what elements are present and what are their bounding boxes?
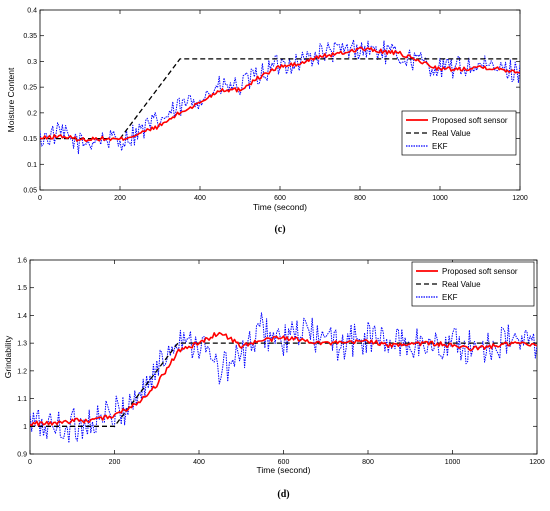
x-tick-label: 200 <box>109 459 121 466</box>
y-tick-label: 0.4 <box>27 8 37 15</box>
panel-label: (c) <box>274 224 285 235</box>
y-tick-label: 1.1 <box>17 396 27 403</box>
series-line-real-value <box>40 58 520 140</box>
y-axis-label: Grindability <box>3 335 13 378</box>
x-tick-label: 1000 <box>432 195 448 202</box>
y-tick-label: 0.35 <box>23 33 37 40</box>
y-tick-label: 1.5 <box>17 285 27 292</box>
x-tick-label: 600 <box>274 195 286 202</box>
x-tick-label: 800 <box>362 459 374 466</box>
x-tick-label: 600 <box>278 459 290 466</box>
y-tick-label: 0.05 <box>23 188 37 195</box>
x-tick-label: 400 <box>193 459 205 466</box>
x-tick-label: 800 <box>354 195 366 202</box>
x-tick-label: 400 <box>194 195 206 202</box>
x-tick-label: 1000 <box>445 459 461 466</box>
series-line-proposed-soft-sensor <box>40 46 520 143</box>
x-axis-label: Time (second) <box>256 465 310 475</box>
panel-label: (d) <box>277 489 289 500</box>
legend: Proposed soft sensor Real Value EKF <box>401 110 517 156</box>
plot-frame <box>39 9 521 191</box>
legend: Proposed soft sensor Real Value EKF <box>411 261 535 307</box>
x-axis-label: Time (second) <box>253 202 307 212</box>
legend-box <box>401 110 517 156</box>
legend-label: Real Value <box>442 280 481 289</box>
legend-label: EKF <box>442 293 458 302</box>
y-tick-label: 1.2 <box>17 368 27 375</box>
x-tick-label: 200 <box>114 195 126 202</box>
x-tick-label: 1200 <box>512 195 528 202</box>
y-tick-label: 1.3 <box>17 341 27 348</box>
y-tick-label: 0.3 <box>27 59 37 66</box>
legend-label: Real Value <box>432 129 471 138</box>
y-tick-label: 0.9 <box>17 452 27 459</box>
x-tick-label: 1200 <box>529 459 545 466</box>
plot-area <box>40 39 520 155</box>
series-line-ekf <box>40 39 520 155</box>
plot-area <box>30 312 537 444</box>
y-tick-label: 1.6 <box>17 258 27 265</box>
chart-0: 0 200 400 600 800 1000 1200 0.05 0.1 0.15 0.2 0.25 0… <box>6 8 528 236</box>
y-tick-label: 1 <box>23 424 27 431</box>
y-tick-label: 1.4 <box>17 313 27 320</box>
legend-label: EKF <box>432 142 448 151</box>
series-line-proposed-soft-sensor <box>30 331 537 427</box>
y-axis-label: Moisture Content <box>6 67 16 132</box>
chart-1: 0 200 400 600 800 1000 1200 0.9 1 1.1 1.2 1.3 1.4 1.5… <box>3 258 545 501</box>
legend-label: Proposed soft sensor <box>442 267 518 276</box>
legend-label: Proposed soft sensor <box>432 116 508 125</box>
y-tick-label: 0.15 <box>23 136 37 143</box>
y-tick-label: 0.2 <box>27 110 37 117</box>
x-tick-label: 0 <box>38 195 42 202</box>
y-tick-label: 0.1 <box>27 162 37 169</box>
series-line-real-value <box>30 342 537 427</box>
x-tick-label: 0 <box>28 459 32 466</box>
y-tick-label: 0.25 <box>23 85 37 92</box>
series-line-ekf <box>30 312 537 444</box>
